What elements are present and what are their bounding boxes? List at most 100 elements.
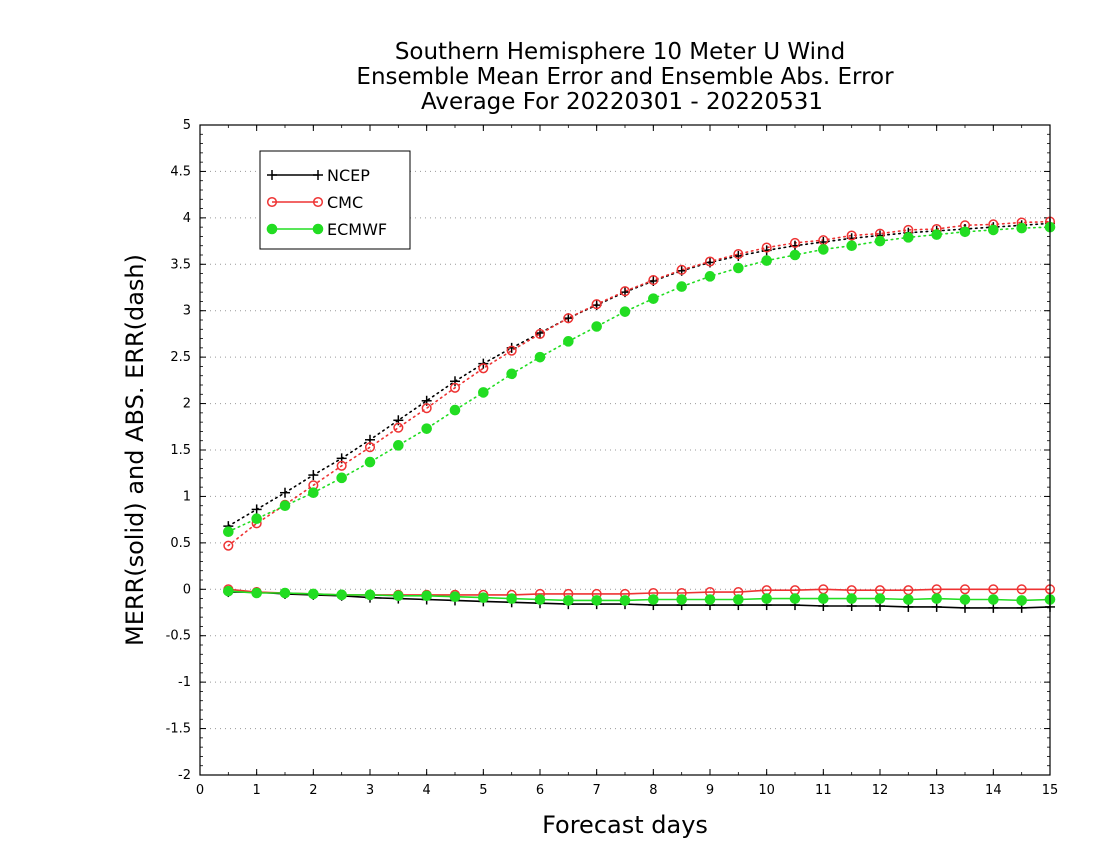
y-tick-label: 3	[183, 304, 191, 319]
cmc-abs-err-point	[449, 382, 461, 393]
chart-title-line-2: Ensemble Mean Error and Ensemble Abs. Er…	[356, 64, 894, 90]
ecmwf-abs-err-point	[874, 235, 886, 247]
ecmwf-mean-err-point	[874, 593, 886, 604]
ecmwf-mean-err-point	[563, 595, 574, 606]
ecmwf-abs-err-point	[761, 255, 772, 266]
y-tick-label: 1.5	[170, 443, 191, 458]
ncep-abs-err-point	[280, 487, 290, 498]
ecmwf-abs-err-point	[988, 224, 999, 236]
x-tick-label: 5	[479, 783, 487, 798]
x-tick-label: 6	[536, 783, 544, 798]
plot-frame	[199, 124, 1051, 776]
legend-entry-ncep: NCEP	[267, 166, 370, 185]
y-tick-label: -0.5	[166, 629, 191, 644]
ncep-abs-err-point	[450, 376, 460, 387]
legend-box	[259, 150, 411, 250]
ncep-abs-err-point	[563, 313, 574, 324]
ecmwf-abs-err-point	[903, 232, 914, 243]
cmc-abs-err-point	[336, 460, 347, 471]
y-tick-label: 3.5	[170, 257, 191, 272]
ecmwf-abs-err-point	[818, 244, 829, 255]
ecmwf-mean-err-point	[534, 594, 546, 605]
y-axis-label: MERR(solid) and ABS. ERR(dash)	[121, 254, 149, 646]
y-tick-label: 4.5	[170, 164, 191, 179]
x-tick-label: 12	[872, 783, 889, 798]
cmc-abs-err-point	[761, 242, 772, 253]
ecmwf-mean-err-point	[364, 589, 376, 601]
legend-label-ncep: NCEP	[327, 166, 370, 185]
x-tick-label: 7	[593, 783, 601, 798]
cmc-abs-err-point	[393, 422, 404, 433]
ecmwf-abs-err-point	[789, 249, 801, 261]
cmc-mean-err-point	[1016, 584, 1027, 595]
ecmwf-mean-err-point	[959, 594, 971, 605]
cmc-abs-err-point	[364, 442, 376, 453]
ecmwf-mean-err-point	[733, 594, 744, 605]
legend-marker-cmc	[266, 196, 278, 208]
series-lines	[227, 220, 1051, 609]
ecmwf-mean-err-point	[478, 592, 489, 603]
y-tick-label: 2.5	[170, 350, 191, 365]
cmc-abs-err-point	[619, 286, 631, 297]
ecmwf-abs-err-point	[336, 472, 347, 484]
x-tick-label: 2	[309, 783, 317, 798]
legend-marker-ecmwf	[266, 223, 278, 235]
legend-label-cmc: CMC	[327, 193, 363, 212]
cmc-abs-err-point	[223, 540, 234, 551]
y-tick-label: 5	[183, 118, 191, 133]
x-tick-label: 0	[196, 783, 204, 798]
y-tick-label: -1	[178, 675, 191, 690]
ecmwf-mean-err-point	[846, 593, 857, 604]
ecmwf-mean-err-point	[988, 594, 999, 605]
cmc-abs-err-point	[676, 264, 687, 275]
ecmwf-mean-err-point	[336, 589, 347, 601]
y-tick-label: -2	[178, 768, 191, 783]
legend-marker-ncep	[313, 170, 323, 180]
ecmwf-abs-err-point	[478, 387, 489, 398]
x-tick-labels: 0 1 2 3 4 5 6 7 8 9 10 11 12 13 14 15	[196, 783, 1058, 798]
ncep-abs-err-line	[227, 222, 1051, 527]
legend-marker-ncep	[267, 170, 277, 180]
cmc-mean-err-point	[988, 584, 999, 595]
y-tick-label: 0	[183, 582, 191, 597]
legend-label-ecmwf: ECMWF	[327, 220, 387, 239]
legend-marker-cmc	[312, 196, 324, 208]
ecmwf-abs-err-point	[591, 321, 602, 332]
cmc-abs-err-point	[534, 328, 546, 339]
series-markers	[223, 216, 1056, 613]
cmc-abs-err-line	[227, 220, 1051, 547]
cmc-abs-err-point	[421, 403, 432, 414]
ecmwf-mean-err-point	[279, 587, 291, 599]
ecmwf-abs-err-point	[1016, 222, 1027, 234]
ecmwf-abs-err-point	[223, 526, 234, 538]
ecmwf-mean-err-point	[761, 593, 772, 604]
x-tick-label: 3	[366, 783, 374, 798]
cmc-abs-err-point	[733, 249, 744, 260]
ecmwf-abs-err-point	[393, 440, 404, 451]
x-tick-label: 9	[706, 783, 714, 798]
x-tick-label: 4	[423, 783, 431, 798]
ecmwf-mean-err-point	[506, 593, 517, 604]
cmc-abs-err-point	[563, 313, 574, 324]
ecmwf-abs-err-point	[563, 336, 574, 347]
ncep-abs-err-point	[308, 470, 319, 481]
cmc-abs-err-point	[506, 345, 517, 356]
ecmwf-abs-err-point	[449, 404, 461, 416]
ecmwf-abs-err-point	[534, 351, 546, 363]
ecmwf-mean-err-point	[393, 590, 404, 602]
ecmwf-abs-err-line	[227, 226, 1051, 533]
y-tick-label: 0.5	[170, 536, 191, 551]
ecmwf-abs-err-point	[676, 281, 687, 292]
ecmwf-mean-err-point	[223, 585, 234, 597]
ecmwf-mean-err-point	[931, 593, 942, 604]
y-tick-label: -1.5	[166, 722, 191, 737]
y-tick-labels: 5 4.5 4 3.5 3 2.5 2 1.5 1 0.5 0 -0.5 -1 -1.5 -2	[166, 118, 191, 783]
ecmwf-abs-err-point	[308, 487, 319, 499]
cmc-abs-err-point	[478, 363, 489, 374]
x-tick-label: 1	[253, 783, 261, 798]
cmc-abs-err-point	[704, 256, 716, 267]
x-tick-label: 11	[815, 783, 832, 798]
cmc-abs-err-point	[789, 237, 801, 248]
ecmwf-abs-err-point	[251, 513, 262, 525]
